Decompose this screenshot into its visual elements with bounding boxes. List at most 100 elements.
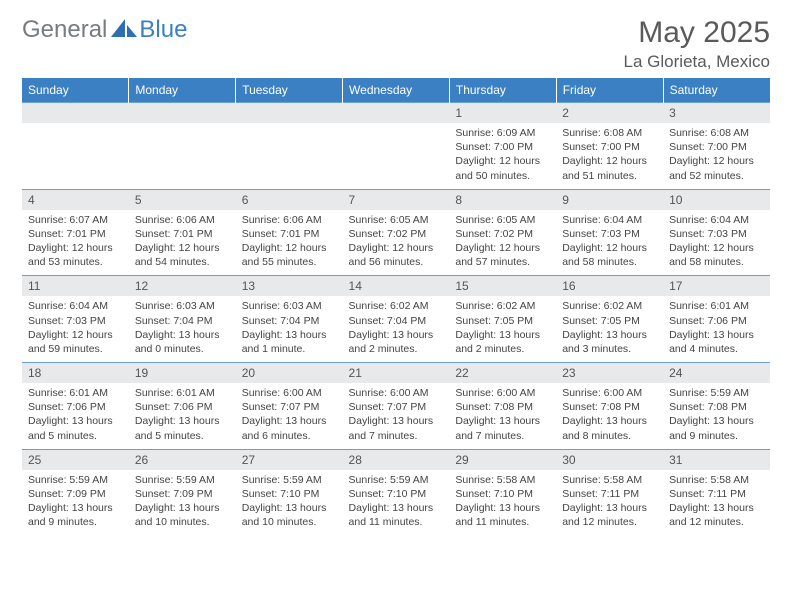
sunset-text: Sunset: 7:04 PM <box>349 314 444 328</box>
sunset-text: Sunset: 7:08 PM <box>669 400 764 414</box>
day-number-cell: 4 <box>22 189 129 210</box>
sunset-text: Sunset: 7:06 PM <box>28 400 123 414</box>
day2-text: and 51 minutes. <box>562 169 657 183</box>
day-data-cell: Sunrise: 6:04 AMSunset: 7:03 PMDaylight:… <box>556 210 663 276</box>
day-data-cell <box>236 123 343 189</box>
day2-text: and 55 minutes. <box>242 255 337 269</box>
day1-text: Daylight: 12 hours <box>28 328 123 342</box>
day-data-cell: Sunrise: 6:00 AMSunset: 7:07 PMDaylight:… <box>236 383 343 449</box>
sunrise-text: Sunrise: 6:04 AM <box>562 213 657 227</box>
day-number-row: 123 <box>22 103 770 124</box>
day-number-cell: 17 <box>663 276 770 297</box>
sunset-text: Sunset: 7:02 PM <box>455 227 550 241</box>
day1-text: Daylight: 13 hours <box>135 501 230 515</box>
day-number-cell: 13 <box>236 276 343 297</box>
sunset-text: Sunset: 7:10 PM <box>455 487 550 501</box>
day2-text: and 9 minutes. <box>669 429 764 443</box>
day1-text: Daylight: 12 hours <box>455 154 550 168</box>
day2-text: and 0 minutes. <box>135 342 230 356</box>
day-number-cell: 1 <box>449 103 556 124</box>
weekday-header-row: Sunday Monday Tuesday Wednesday Thursday… <box>22 78 770 103</box>
day-number-cell: 16 <box>556 276 663 297</box>
day2-text: and 57 minutes. <box>455 255 550 269</box>
day-data-cell: Sunrise: 5:58 AMSunset: 7:11 PMDaylight:… <box>556 470 663 536</box>
day-data-cell: Sunrise: 6:05 AMSunset: 7:02 PMDaylight:… <box>343 210 450 276</box>
day1-text: Daylight: 12 hours <box>135 241 230 255</box>
day-data-cell: Sunrise: 5:59 AMSunset: 7:09 PMDaylight:… <box>22 470 129 536</box>
day-data-cell <box>129 123 236 189</box>
sunrise-text: Sunrise: 6:00 AM <box>349 386 444 400</box>
sunrise-text: Sunrise: 6:06 AM <box>242 213 337 227</box>
day-data-cell: Sunrise: 6:03 AMSunset: 7:04 PMDaylight:… <box>236 296 343 362</box>
day-number-cell: 11 <box>22 276 129 297</box>
day-number-cell: 26 <box>129 449 236 470</box>
sunset-text: Sunset: 7:07 PM <box>349 400 444 414</box>
day2-text: and 5 minutes. <box>28 429 123 443</box>
day-number-cell: 28 <box>343 449 450 470</box>
day1-text: Daylight: 13 hours <box>242 501 337 515</box>
day-data-cell: Sunrise: 5:59 AMSunset: 7:08 PMDaylight:… <box>663 383 770 449</box>
day-number-cell <box>343 103 450 124</box>
weekday-sunday: Sunday <box>22 78 129 103</box>
day-number-cell: 30 <box>556 449 663 470</box>
sunset-text: Sunset: 7:04 PM <box>135 314 230 328</box>
day1-text: Daylight: 13 hours <box>455 501 550 515</box>
day2-text: and 9 minutes. <box>28 515 123 529</box>
sunrise-text: Sunrise: 6:09 AM <box>455 126 550 140</box>
calendar-page: General Blue May 2025 La Glorieta, Mexic… <box>0 0 792 551</box>
brand-word-2: Blue <box>139 16 187 44</box>
day-number-cell <box>236 103 343 124</box>
day2-text: and 56 minutes. <box>349 255 444 269</box>
sunset-text: Sunset: 7:11 PM <box>669 487 764 501</box>
day1-text: Daylight: 13 hours <box>669 328 764 342</box>
day-number-cell: 22 <box>449 363 556 384</box>
weekday-saturday: Saturday <box>663 78 770 103</box>
day2-text: and 2 minutes. <box>349 342 444 356</box>
day2-text: and 8 minutes. <box>562 429 657 443</box>
day1-text: Daylight: 13 hours <box>562 328 657 342</box>
day1-text: Daylight: 13 hours <box>242 328 337 342</box>
day1-text: Daylight: 13 hours <box>135 414 230 428</box>
day1-text: Daylight: 13 hours <box>28 501 123 515</box>
day-data-cell: Sunrise: 6:01 AMSunset: 7:06 PMDaylight:… <box>663 296 770 362</box>
day-data-cell: Sunrise: 6:00 AMSunset: 7:08 PMDaylight:… <box>556 383 663 449</box>
day-number-cell: 18 <box>22 363 129 384</box>
sunrise-text: Sunrise: 6:08 AM <box>669 126 764 140</box>
day-number-cell: 31 <box>663 449 770 470</box>
day1-text: Daylight: 13 hours <box>28 414 123 428</box>
day-data-cell: Sunrise: 6:06 AMSunset: 7:01 PMDaylight:… <box>129 210 236 276</box>
day-data-cell: Sunrise: 6:00 AMSunset: 7:08 PMDaylight:… <box>449 383 556 449</box>
day-number-cell: 3 <box>663 103 770 124</box>
day1-text: Daylight: 13 hours <box>455 328 550 342</box>
day-number-cell: 7 <box>343 189 450 210</box>
day1-text: Daylight: 13 hours <box>135 328 230 342</box>
day2-text: and 10 minutes. <box>242 515 337 529</box>
sunrise-text: Sunrise: 5:59 AM <box>349 473 444 487</box>
day-data-cell: Sunrise: 6:04 AMSunset: 7:03 PMDaylight:… <box>663 210 770 276</box>
day-number-cell: 12 <box>129 276 236 297</box>
day2-text: and 1 minute. <box>242 342 337 356</box>
sunrise-text: Sunrise: 6:02 AM <box>562 299 657 313</box>
day2-text: and 6 minutes. <box>242 429 337 443</box>
day-data-row: Sunrise: 6:07 AMSunset: 7:01 PMDaylight:… <box>22 210 770 276</box>
sunset-text: Sunset: 7:07 PM <box>242 400 337 414</box>
day2-text: and 58 minutes. <box>669 255 764 269</box>
day-data-row: Sunrise: 6:04 AMSunset: 7:03 PMDaylight:… <box>22 296 770 362</box>
sunrise-text: Sunrise: 6:07 AM <box>28 213 123 227</box>
day-number-cell: 10 <box>663 189 770 210</box>
day1-text: Daylight: 13 hours <box>455 414 550 428</box>
day-data-cell: Sunrise: 6:06 AMSunset: 7:01 PMDaylight:… <box>236 210 343 276</box>
day-number-cell: 21 <box>343 363 450 384</box>
sunset-text: Sunset: 7:06 PM <box>135 400 230 414</box>
sunrise-text: Sunrise: 5:59 AM <box>28 473 123 487</box>
day-data-cell: Sunrise: 5:58 AMSunset: 7:10 PMDaylight:… <box>449 470 556 536</box>
sunrise-text: Sunrise: 6:00 AM <box>455 386 550 400</box>
day2-text: and 11 minutes. <box>455 515 550 529</box>
day-number-cell: 6 <box>236 189 343 210</box>
sunrise-text: Sunrise: 6:00 AM <box>562 386 657 400</box>
sunset-text: Sunset: 7:00 PM <box>669 140 764 154</box>
weekday-monday: Monday <box>129 78 236 103</box>
day2-text: and 11 minutes. <box>349 515 444 529</box>
sunrise-text: Sunrise: 6:02 AM <box>455 299 550 313</box>
weekday-wednesday: Wednesday <box>343 78 450 103</box>
